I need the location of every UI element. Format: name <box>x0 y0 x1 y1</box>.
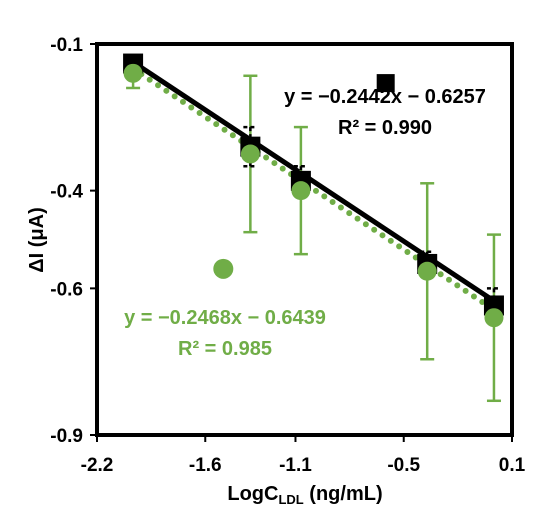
y-ticks: -0.1 -0.4 -0.6 -0.9 <box>50 35 97 447</box>
x-tick-label: 0.1 <box>499 455 526 476</box>
x-tick-label: -2.2 <box>81 455 114 476</box>
data-markers <box>123 53 504 328</box>
equation-green: y = −0.2468x − 0.6439 <box>124 307 326 329</box>
x-axis-label-subscript: LDL <box>278 492 303 507</box>
legend-marker-circle <box>213 258 234 279</box>
x-tick-label: -1.1 <box>279 455 312 476</box>
data-point-circle <box>417 261 437 281</box>
plot-frame <box>95 42 514 437</box>
data-point-circle <box>291 181 311 201</box>
r2-black: R² = 0.990 <box>338 117 432 139</box>
x-axis-label-main: LogC <box>227 483 278 505</box>
legend-markers <box>213 74 395 279</box>
y-tick-label: -0.1 <box>50 35 83 56</box>
x-axis-label: LogCLDL (ng/mL) <box>227 483 382 507</box>
data-point-circle <box>123 63 143 83</box>
data-point-circle <box>240 144 260 164</box>
legend-marker-square <box>376 74 395 93</box>
data-point-circle <box>484 308 504 328</box>
x-ticks: -2.2 -1.6 -1.1 -0.5 0.1 <box>81 435 526 476</box>
y-tick-label: -0.9 <box>50 426 83 447</box>
y-tick-label: -0.4 <box>50 182 83 203</box>
x-tick-label: -0.5 <box>387 455 420 476</box>
x-tick-label: -1.6 <box>189 455 222 476</box>
x-axis-label-unit: (ng/mL) <box>304 483 383 505</box>
y-tick-label: -0.6 <box>50 279 83 300</box>
equation-black: y = −0.2442x − 0.6257 <box>284 86 486 108</box>
r2-green: R² = 0.985 <box>178 338 272 360</box>
y-axis-label: ΔI (μA) <box>26 207 48 273</box>
